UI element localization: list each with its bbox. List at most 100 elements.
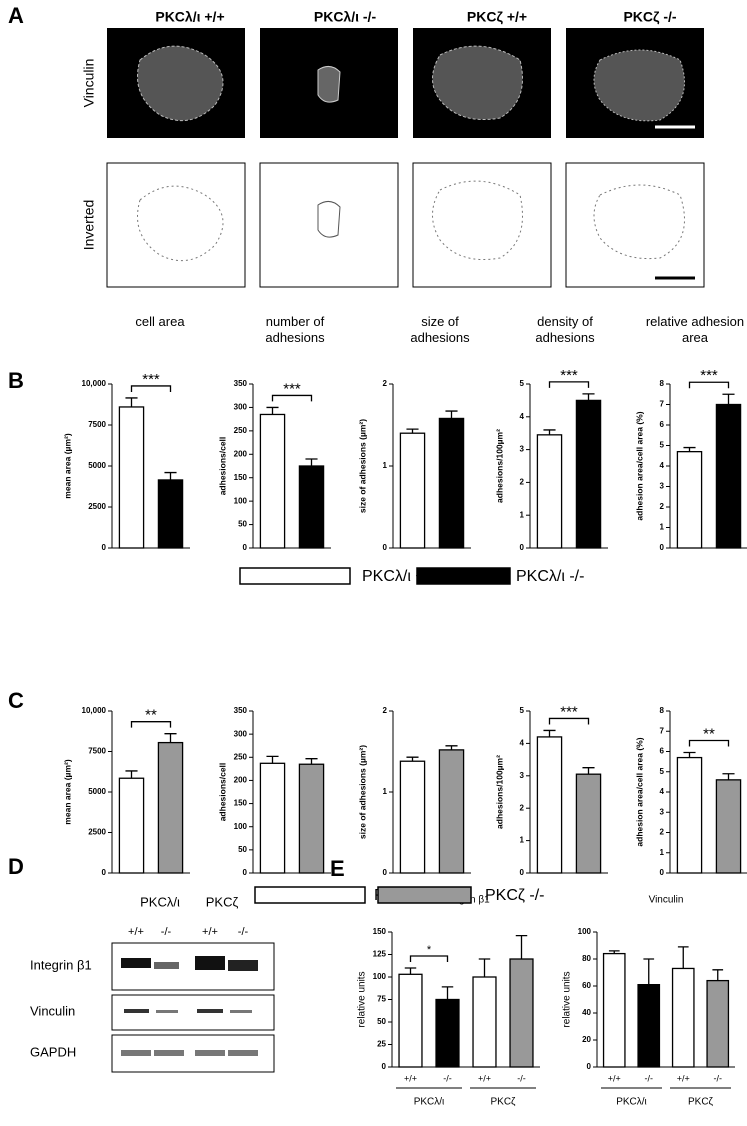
- bar: [575, 399, 602, 549]
- y-tick-label: 2: [660, 502, 665, 511]
- bar: [676, 450, 703, 549]
- x-tick-label: -/-: [443, 1073, 452, 1083]
- panel-label: E: [330, 856, 345, 881]
- significance-bracket: [688, 739, 730, 747]
- y-tick-label: 100: [578, 927, 592, 936]
- y-axis-label: adhesion area/cell area (%): [634, 737, 644, 846]
- significance-bracket: [130, 721, 172, 728]
- significance-label: **: [703, 725, 715, 742]
- y-tick-label: 0: [243, 868, 248, 877]
- error-bar: [441, 986, 454, 1000]
- y-tick-label: 2: [660, 828, 665, 837]
- y-tick-label: 5000: [88, 461, 106, 470]
- error-bar: [445, 745, 458, 750]
- error-bar: [266, 406, 279, 415]
- y-tick-label: 1: [660, 523, 665, 532]
- y-axis-label: adhesions/100µm²: [494, 429, 504, 503]
- y-tick-label: 1: [383, 787, 388, 796]
- error-bar: [677, 946, 689, 969]
- bar: [435, 998, 460, 1068]
- significance-label: **: [145, 707, 157, 724]
- error-bar: [478, 958, 491, 977]
- blot-lane: +/+: [202, 926, 218, 938]
- y-tick-label: 350: [234, 379, 248, 388]
- y-axis-label: adhesions/cell: [217, 437, 227, 496]
- measure-label: size of adhesions: [410, 314, 470, 345]
- blot-group: PKCλ/ι: [140, 894, 180, 909]
- error-bar: [722, 393, 735, 405]
- y-tick-label: 0: [243, 543, 248, 552]
- blot-lane: -/-: [161, 926, 172, 938]
- y-axis-label: adhesions/cell: [217, 763, 227, 822]
- bar: [472, 976, 497, 1068]
- significance-label: ***: [700, 367, 718, 384]
- y-tick-label: 100: [234, 496, 248, 505]
- bar: [438, 749, 465, 874]
- significance-label: ***: [560, 367, 578, 384]
- y-tick-label: 5: [520, 706, 525, 715]
- column-header: PKCζ -/-: [623, 9, 676, 25]
- panel-label: C: [8, 688, 24, 713]
- error-bar: [305, 458, 318, 466]
- group-label: PKCλ/ι: [414, 1097, 445, 1108]
- error-bar: [543, 729, 556, 737]
- y-tick-label: 300: [234, 403, 248, 412]
- measure-label: number of adhesions: [265, 314, 325, 345]
- y-tick-label: 6: [660, 420, 665, 429]
- y-tick-label: 200: [234, 449, 248, 458]
- error-bar: [125, 770, 138, 779]
- micrographs: [106, 28, 705, 288]
- y-tick-label: 3: [520, 445, 525, 454]
- bar: [715, 779, 742, 874]
- y-axis-label: relative units: [562, 971, 573, 1027]
- error-bar: [406, 756, 419, 762]
- y-tick-label: 0: [383, 868, 388, 877]
- row-label: Inverted: [81, 200, 97, 251]
- y-tick-label: 100: [234, 822, 248, 831]
- y-tick-label: 5: [520, 379, 525, 388]
- y-tick-label: 350: [234, 706, 248, 715]
- y-tick-label: 7500: [88, 420, 106, 429]
- y-axis-label: size of adhesions (µm²): [357, 745, 367, 839]
- bar: [118, 406, 145, 549]
- x-tick-label: +/+: [677, 1073, 690, 1083]
- blot-row: Integrin β1: [30, 957, 92, 972]
- y-tick-label: 125: [373, 950, 387, 959]
- group-label: PKCζ: [491, 1097, 517, 1108]
- error-bar: [515, 934, 528, 959]
- bar: [575, 773, 602, 874]
- y-tick-label: 8: [660, 706, 665, 715]
- group-label: PKCζ: [688, 1097, 714, 1108]
- y-tick-label: 80: [582, 954, 591, 963]
- significance-bracket: [688, 381, 730, 389]
- error-bar: [543, 429, 556, 435]
- bar: [676, 756, 703, 874]
- y-tick-label: 2: [383, 706, 388, 715]
- y-tick-label: 25: [377, 1040, 386, 1049]
- error-bar: [683, 751, 696, 758]
- error-bar: [406, 428, 419, 434]
- bar: [671, 967, 695, 1068]
- error-bar: [404, 967, 417, 975]
- error-bar: [305, 758, 318, 765]
- y-tick-label: 250: [234, 426, 248, 435]
- y-tick-label: 2: [520, 478, 525, 487]
- group-label: PKCλ/ι: [616, 1097, 647, 1108]
- y-tick-label: 1: [383, 461, 388, 470]
- column-header: PKCλ/ι +/+: [155, 9, 224, 25]
- x-tick-label: -/-: [517, 1073, 526, 1083]
- bar: [536, 434, 563, 549]
- x-tick-label: +/+: [404, 1073, 417, 1083]
- y-tick-label: 4: [520, 412, 525, 421]
- y-tick-label: 1: [520, 836, 525, 845]
- legend-label: PKCζ -/-: [485, 887, 545, 904]
- significance-label: ***: [560, 703, 578, 720]
- y-axis-label: relative units: [357, 971, 368, 1027]
- row-label: Vinculin: [81, 59, 97, 108]
- y-tick-label: 60: [582, 981, 591, 990]
- x-tick-label: -/-: [645, 1073, 654, 1083]
- y-tick-label: 150: [234, 799, 248, 808]
- significance-bracket: [271, 394, 313, 402]
- error-bar: [643, 958, 655, 985]
